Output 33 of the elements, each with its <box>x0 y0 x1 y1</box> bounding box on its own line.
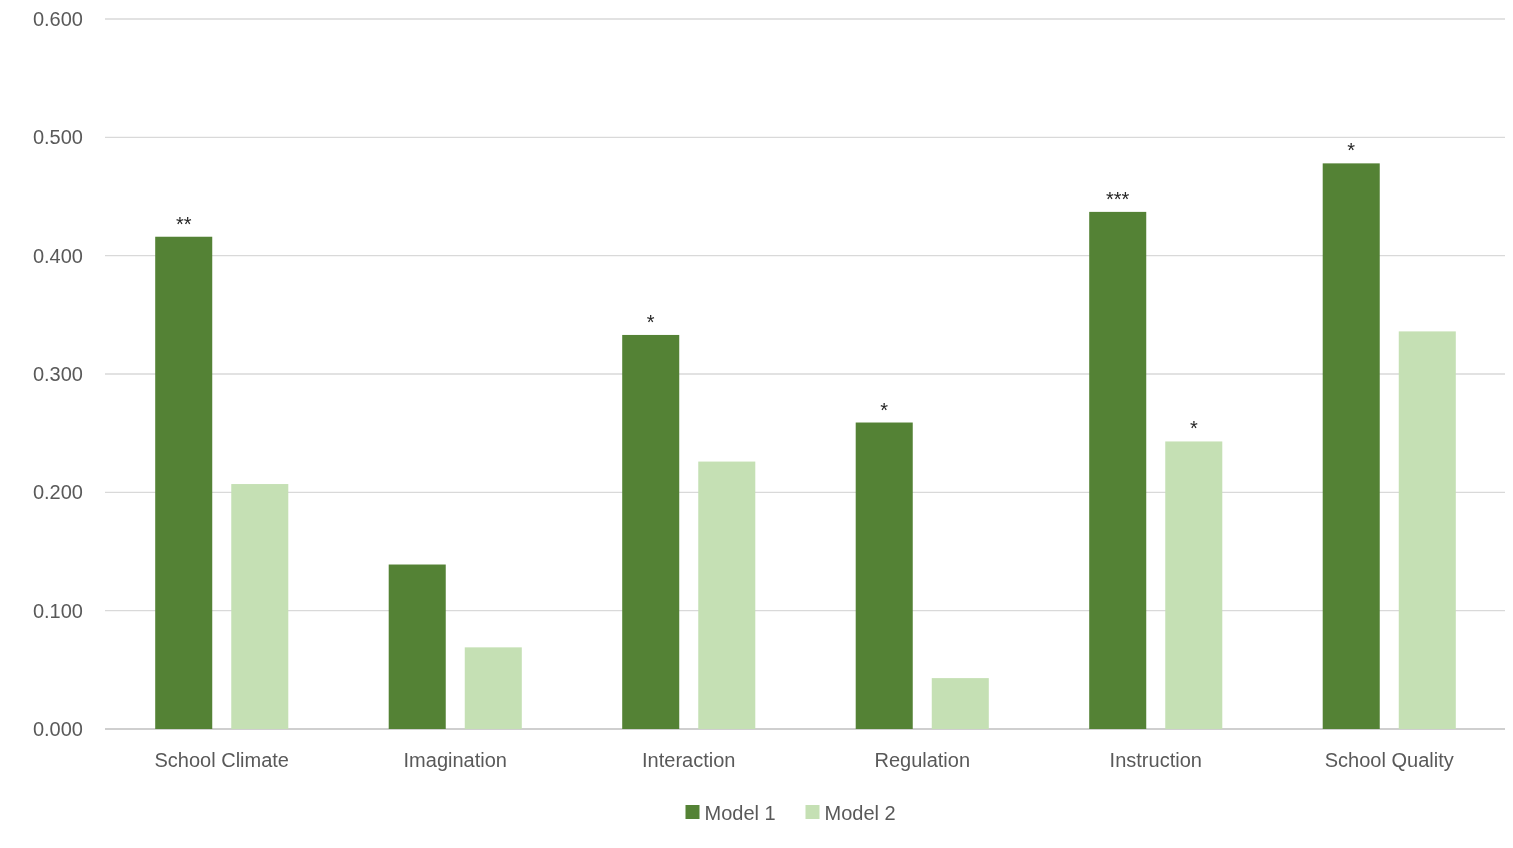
legend-label: Model 1 <box>704 802 776 824</box>
bar <box>698 461 756 729</box>
bar <box>388 564 446 729</box>
data-label: * <box>646 310 655 333</box>
x-tick-label: School Climate <box>154 749 290 771</box>
data-label: * <box>880 398 889 421</box>
y-tick-label: 0.500 <box>32 126 83 149</box>
x-tick-label: Interaction <box>642 749 736 771</box>
legend-label: Model 2 <box>824 802 896 824</box>
y-tick-label: 0.600 <box>32 8 83 30</box>
data-label: * <box>1189 417 1198 440</box>
x-tick-label: Imagination <box>403 749 507 771</box>
data-label: * <box>1347 139 1356 162</box>
y-tick-label: 0.000 <box>32 718 83 740</box>
bar <box>155 236 213 729</box>
bar <box>231 484 289 729</box>
y-tick-label: 0.100 <box>32 599 83 622</box>
bar <box>464 647 522 729</box>
y-tick-label: 0.200 <box>32 481 83 504</box>
data-label: ** <box>175 212 192 235</box>
bar <box>855 422 913 729</box>
bar <box>622 334 680 729</box>
y-tick-label: 0.400 <box>32 244 83 267</box>
y-tick-label: 0.300 <box>32 363 83 385</box>
x-tick-label: Regulation <box>874 749 971 771</box>
x-tick-label: School Quality <box>1324 749 1454 771</box>
x-tick-label: Instruction <box>1109 749 1202 771</box>
bar <box>931 678 989 729</box>
data-label: *** <box>1106 187 1130 210</box>
bar <box>1165 441 1223 729</box>
bar <box>1322 163 1380 729</box>
bar <box>1089 211 1147 729</box>
bar <box>1398 331 1456 729</box>
